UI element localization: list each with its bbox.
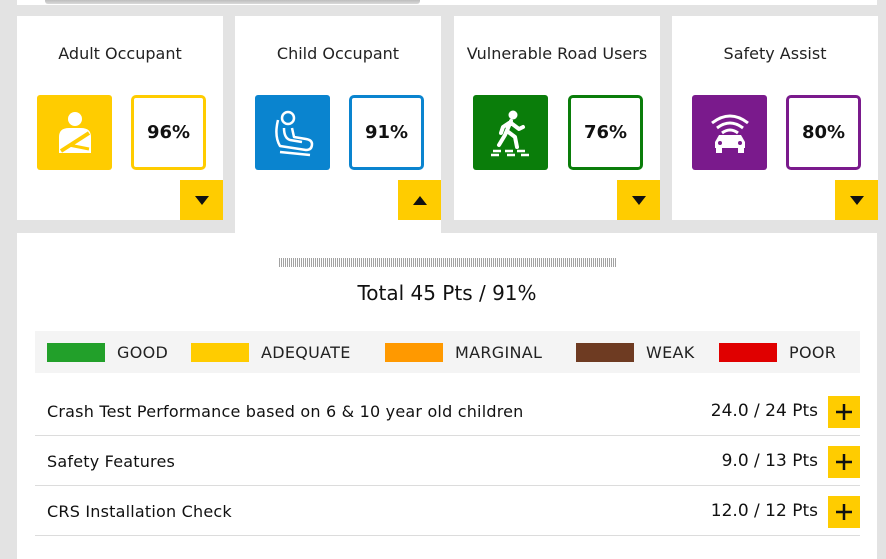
details-panel: Total 45 Pts / 91% GOOD ADEQUATE MARGINA… <box>17 233 877 559</box>
category-card-child-occupant: Child Occupant 91% <box>235 16 441 236</box>
row-points: 24.0 / 24 Pts <box>710 401 818 421</box>
legend-item-marginal: MARGINAL <box>385 331 542 373</box>
collapse-toggle-button[interactable] <box>398 180 441 220</box>
row-points: 9.0 / 13 Pts <box>721 451 818 471</box>
expand-toggle-button[interactable] <box>617 180 660 220</box>
category-card-safety-assist: Safety Assist 80% <box>672 16 878 220</box>
legend-swatch <box>576 342 634 362</box>
rating-legend: GOOD ADEQUATE MARGINAL WEAK POOR <box>35 331 860 373</box>
legend-item-weak: WEAK <box>576 331 695 373</box>
legend-swatch <box>385 342 443 362</box>
legend-swatch <box>47 342 105 362</box>
legend-label: MARGINAL <box>455 342 543 362</box>
category-card-adult-occupant: Adult Occupant 96% <box>17 16 223 220</box>
legend-label: GOOD <box>117 342 169 362</box>
expand-toggle-button[interactable] <box>180 180 223 220</box>
chevron-up-icon <box>412 195 427 205</box>
score-badge: 91% <box>349 95 424 170</box>
card-title: Vulnerable Road Users <box>466 44 648 63</box>
category-card-vulnerable-road-users: Vulnerable Road Users 76% <box>454 16 660 220</box>
row-label: CRS Installation Check <box>47 501 232 521</box>
row-points: 12.0 / 12 Pts <box>710 501 818 521</box>
expand-row-button[interactable] <box>828 396 860 428</box>
total-score: Total 45 Pts / 91% <box>357 281 537 305</box>
card-title: Safety Assist <box>723 44 827 63</box>
chevron-down-icon <box>849 195 864 205</box>
legend-swatch <box>191 342 249 362</box>
child-seat-icon <box>255 95 330 170</box>
score-badge: 76% <box>568 95 643 170</box>
hatched-bar <box>279 258 616 267</box>
score-row-safety-features: Safety Features 9.0 / 13 Pts <box>35 436 860 486</box>
expand-row-button[interactable] <box>828 496 860 528</box>
card-title: Child Occupant <box>276 44 400 63</box>
legend-item-adequate: ADEQUATE <box>191 331 351 373</box>
horizontal-scrollbar[interactable] <box>45 0 420 4</box>
legend-label: POOR <box>789 342 837 362</box>
chevron-down-icon <box>194 195 209 205</box>
seatbelt-adult-icon <box>37 95 112 170</box>
legend-item-poor: POOR <box>719 331 836 373</box>
score-badge: 96% <box>131 95 206 170</box>
plus-icon <box>836 504 852 520</box>
score-row-crash-test: Crash Test Performance based on 6 & 10 y… <box>35 386 860 436</box>
plus-icon <box>836 454 852 470</box>
legend-label: WEAK <box>646 342 695 362</box>
row-label: Safety Features <box>47 451 176 471</box>
row-label: Crash Test Performance based on 6 & 10 y… <box>47 401 524 421</box>
expand-row-button[interactable] <box>828 446 860 478</box>
legend-item-good: GOOD <box>47 331 168 373</box>
legend-label: ADEQUATE <box>261 342 351 362</box>
legend-swatch <box>719 342 777 362</box>
plus-icon <box>836 404 852 420</box>
score-row-crs-installation: CRS Installation Check 12.0 / 12 Pts <box>35 486 860 536</box>
pedestrian-crossing-icon <box>473 95 548 170</box>
top-scroll-area <box>0 0 886 16</box>
car-sensor-icon <box>692 95 767 170</box>
score-badge: 80% <box>786 95 861 170</box>
expand-toggle-button[interactable] <box>835 180 878 220</box>
chevron-down-icon <box>631 195 646 205</box>
card-title: Adult Occupant <box>58 44 182 63</box>
top-strip <box>17 0 877 5</box>
